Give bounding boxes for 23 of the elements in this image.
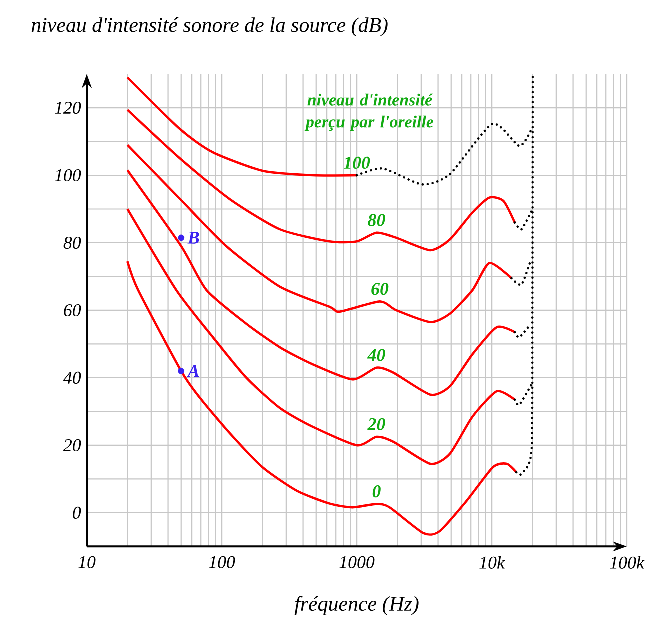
y-tick-label: 100 [55,169,82,182]
y-tick-label: 80 [64,236,82,250]
series-label: 0 [372,486,381,498]
series-label: 80 [368,214,386,226]
series-label: 20 [368,418,386,430]
series-label: A [186,365,200,378]
legend-title: niveau d'intensité perçu par l'oreille [304,94,434,132]
x-tick-label: 10k [480,556,506,569]
x-tick-label: 10 [78,556,96,568]
series-label: B [188,232,200,244]
y-tick-label: 60 [64,304,82,317]
y-tick-label: 120 [55,102,82,114]
y-tick-label: 40 [63,372,82,384]
series-label: 100 [344,156,370,169]
x-tick-label: 1000 [340,556,375,568]
y-tick-label: 20 [63,439,82,452]
series-label: 60 [372,283,389,296]
x-axis-title: fréquence (Hz) [294,596,419,616]
series-label: 40 [367,349,386,362]
y-tick-label: 0 [73,506,82,519]
x-tick-label: 100 [209,556,236,568]
x-tick-label: 100k [610,556,645,569]
y-axis-title: niveau d'intensité sonore de la source (dB) [32,18,388,37]
